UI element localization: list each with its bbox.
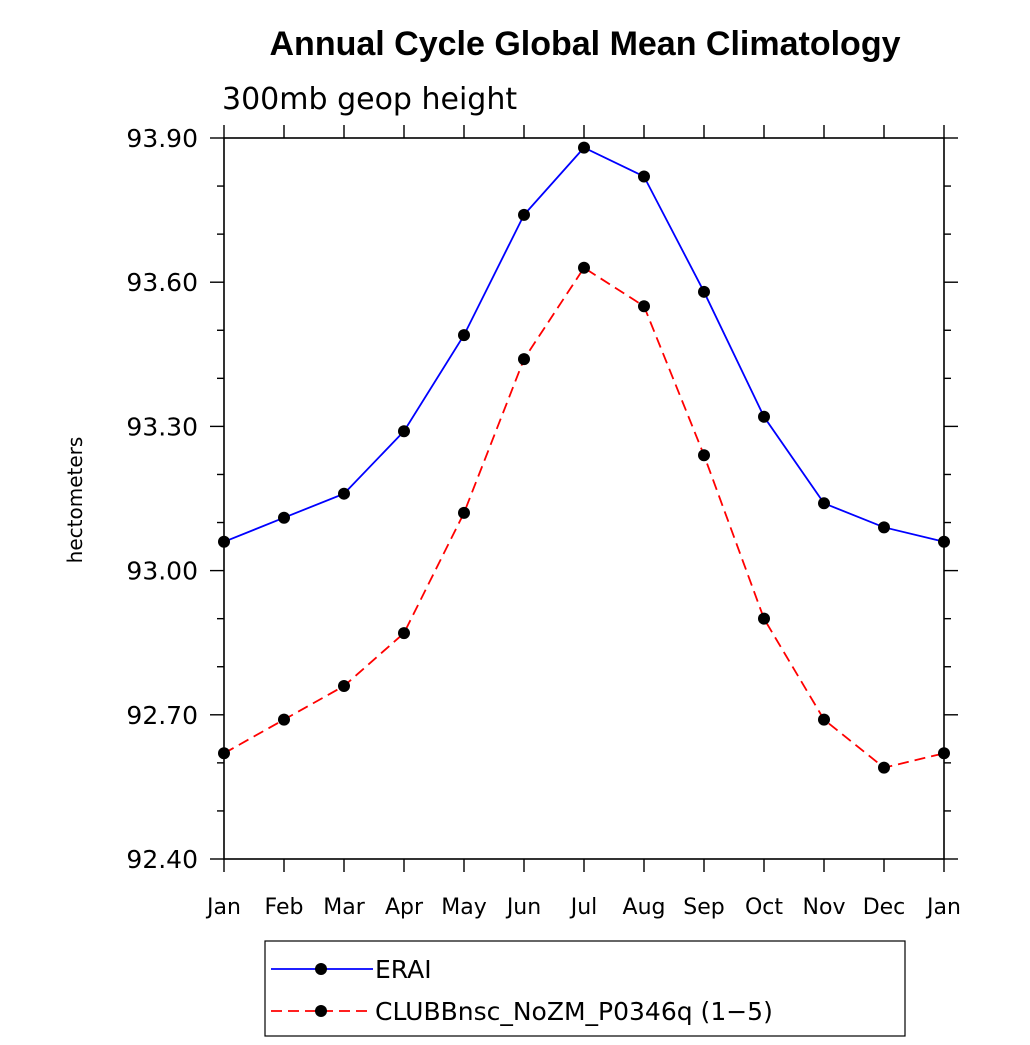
y-axis-label: hectometers <box>63 437 87 564</box>
y-tick-label: 92.40 <box>126 845 198 874</box>
series-2-point <box>578 261 590 274</box>
legend-box <box>264 940 906 1037</box>
series-2-point <box>398 627 410 640</box>
x-tick-label: Sep <box>683 895 724 920</box>
legend-label-2: CLUBBnsc_NoZM_P0346q (1−5) <box>375 997 773 1026</box>
series-2-point <box>218 747 230 760</box>
series-2-point <box>338 679 350 692</box>
legend: ERAI CLUBBnsc_NoZM_P0346q (1−5) <box>264 940 906 1037</box>
series-2-point <box>518 353 530 366</box>
series-2-point <box>818 713 830 726</box>
x-tick-label: Jun <box>505 895 541 920</box>
plot-area: 92.40 92.70 93.00 93.30 93.60 93.90 Jan Feb Mar A… <box>126 124 961 920</box>
series-1-point <box>218 535 230 548</box>
chart-title: Annual Cycle Global Mean Climatology <box>270 25 901 63</box>
x-tick-label: Apr <box>385 895 424 920</box>
series-2-point <box>458 506 470 519</box>
y-tick-label: 93.00 <box>126 557 198 586</box>
x-tick-label: Mar <box>323 895 365 920</box>
series-2-point <box>698 449 710 462</box>
legend-label-1: ERAI <box>375 955 432 984</box>
series-1-point <box>698 285 710 298</box>
series-1-point <box>398 425 410 438</box>
series-2-point <box>878 761 890 774</box>
x-tick-label: Jan <box>925 895 961 920</box>
series-1-point <box>638 170 650 183</box>
x-tick-label: Aug <box>623 895 666 920</box>
y-tick-label: 93.30 <box>126 412 198 441</box>
legend-marker-2 <box>315 1005 327 1017</box>
series-1-point <box>818 497 830 510</box>
series-2-point <box>638 300 650 313</box>
series-1-point <box>278 511 290 524</box>
series-2-point <box>278 713 290 726</box>
x-tick-label: Nov <box>803 895 846 920</box>
series-1-point <box>578 141 590 154</box>
x-tick-label: Jul <box>569 895 598 920</box>
x-tick-label: Oct <box>745 895 783 920</box>
y-tick-label: 93.90 <box>126 124 198 153</box>
series-line-1 <box>223 146 945 543</box>
series-1-point <box>338 487 350 500</box>
legend-marker-1 <box>315 963 327 975</box>
series-1-point <box>938 535 950 548</box>
series-1-point <box>878 521 890 534</box>
series-1-point <box>518 208 530 221</box>
x-tick-label: May <box>441 895 486 920</box>
y-tick-label: 93.60 <box>126 268 198 297</box>
series-1-point <box>458 329 470 342</box>
chart-subtitle: 300mb geop height <box>222 82 517 117</box>
y-tick-label: 92.70 <box>126 701 198 730</box>
x-tick-label: Jan <box>205 895 241 920</box>
x-tick-label: Feb <box>265 895 304 920</box>
series-2-point <box>758 612 770 625</box>
series-1-point <box>758 410 770 423</box>
series-2-point <box>938 747 950 760</box>
x-tick-label: Dec <box>863 895 906 920</box>
series-line-2 <box>223 266 945 769</box>
